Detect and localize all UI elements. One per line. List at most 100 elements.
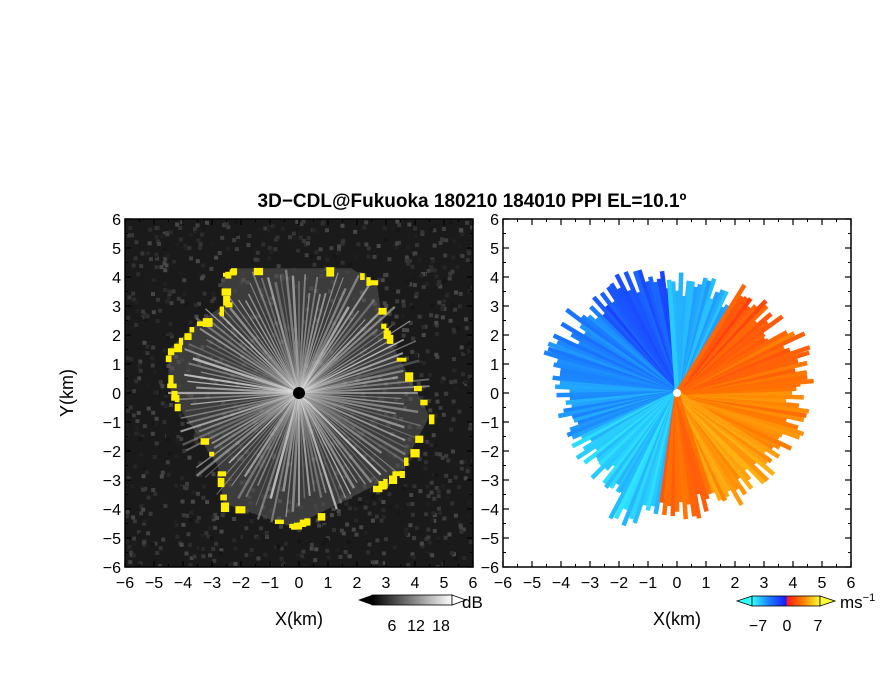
snr-noise-cell	[420, 544, 425, 549]
snr-noise-cell	[259, 526, 263, 531]
snr-noise-cell	[458, 291, 463, 296]
snr-noise-cell	[157, 241, 161, 246]
snr-noise-cell	[263, 552, 268, 557]
snr-noise-cell	[423, 451, 428, 456]
snr-ray	[298, 391, 407, 456]
snr-strong-echo	[165, 355, 172, 363]
snr-ray	[298, 392, 421, 427]
snr-noise-cell	[195, 230, 200, 235]
snr-noise-cell	[154, 226, 159, 231]
snr-noise-cell	[444, 238, 449, 243]
snr-ray	[186, 392, 300, 425]
snr-ray	[184, 373, 300, 394]
snr-noise-cell	[145, 251, 150, 256]
snr-noise-cell	[205, 500, 210, 505]
snr-noise-cell	[354, 532, 359, 537]
snr-noise-cell	[132, 536, 137, 541]
snr-noise-cell	[195, 470, 200, 475]
snr-noise-cell	[274, 545, 279, 550]
snr-noise-cell	[175, 418, 180, 423]
snr-noise-cell	[175, 242, 179, 247]
snr-noise-cell	[185, 513, 190, 518]
snr-noise-cell	[331, 507, 336, 511]
snr-ray	[298, 392, 367, 485]
snr-noise-cell	[405, 255, 409, 260]
snr-strong-echo	[415, 435, 424, 443]
snr-noise-cell	[447, 532, 452, 537]
snr-noise-cell	[465, 469, 470, 474]
snr-noise-cell	[156, 297, 160, 302]
snr-noise-cell	[413, 251, 418, 256]
snr-noise-cell	[424, 512, 429, 517]
snr-noise-cell	[164, 393, 169, 398]
x-tick-label: 6	[847, 575, 856, 592]
snr-noise-cell	[436, 494, 441, 499]
snr-noise-cell	[303, 242, 308, 247]
snr-noise-cell	[165, 333, 170, 338]
snr-noise-cell	[427, 403, 432, 408]
snr-noise-cell	[195, 545, 200, 550]
snr-noise-cell	[434, 473, 439, 478]
snr-noise-cell	[393, 538, 398, 543]
snr-noise-cell	[438, 241, 443, 245]
snr-strong-echo	[274, 519, 284, 524]
snr-noise-cell	[426, 268, 431, 273]
snr-noise-cell	[442, 486, 447, 491]
snr-noise-cell	[343, 550, 348, 554]
x-tick-label: −4	[552, 575, 570, 592]
snr-strong-echo	[196, 321, 206, 327]
snr-noise-cell	[366, 246, 371, 251]
snr-noise-cell	[281, 226, 285, 231]
snr-noise-cell	[412, 484, 417, 489]
snr-noise-cell	[125, 514, 130, 519]
snr-noise-cell	[198, 245, 202, 250]
snr-strong-echo	[378, 481, 387, 490]
snr-noise-cell	[432, 223, 437, 228]
snr-noise-cell	[312, 262, 317, 267]
x-tick-label: 2	[731, 575, 740, 592]
snr-noise-cell	[211, 546, 216, 551]
snr-noise-cell	[363, 505, 368, 510]
snr-noise-cell	[163, 404, 168, 408]
snr-noise-cell	[253, 257, 258, 262]
snr-noise-cell	[132, 519, 137, 524]
snr-noise-cell	[340, 240, 345, 245]
snr-noise-cell	[281, 561, 286, 566]
snr-noise-cell	[125, 448, 130, 453]
snr-noise-cell	[436, 536, 441, 541]
snr-noise-cell	[428, 372, 432, 377]
snr-noise-cell	[384, 286, 389, 291]
snr-noise-cell	[135, 419, 140, 424]
snr-noise-cell	[460, 232, 465, 237]
y-tick-label: −4	[103, 502, 121, 519]
snr-ray	[244, 300, 300, 394]
snr-noise-cell	[194, 436, 198, 441]
y-tick-label: −5	[103, 531, 121, 548]
snr-noise-cell	[348, 506, 352, 511]
snr-noise-cell	[427, 551, 432, 556]
x-tick-label: 0	[673, 575, 682, 592]
snr-noise-cell	[451, 449, 455, 454]
snr-noise-cell	[355, 254, 359, 259]
snr-noise-cell	[452, 239, 457, 244]
snr-noise-cell	[439, 480, 444, 485]
snr-strong-echo	[189, 327, 195, 333]
velocity-ray	[675, 283, 747, 395]
snr-noise-cell	[151, 310, 156, 315]
snr-noise-cell	[446, 318, 451, 323]
snr-strong-echo	[360, 273, 365, 280]
snr-noise-cell	[278, 524, 283, 529]
snr-noise-cell	[451, 255, 456, 260]
snr-noise-cell	[127, 544, 132, 549]
snr-ray	[198, 392, 300, 433]
snr-noise-cell	[323, 524, 327, 529]
snr-ray	[298, 340, 390, 394]
snr-noise-cell	[454, 462, 459, 467]
snr-noise-cell	[441, 412, 446, 417]
snr-noise-cell	[292, 236, 297, 241]
snr-noise-cell	[431, 433, 436, 438]
snr-noise-cell	[179, 271, 183, 276]
snr-noise-cell	[137, 376, 142, 381]
snr-noise-cell	[407, 258, 412, 263]
